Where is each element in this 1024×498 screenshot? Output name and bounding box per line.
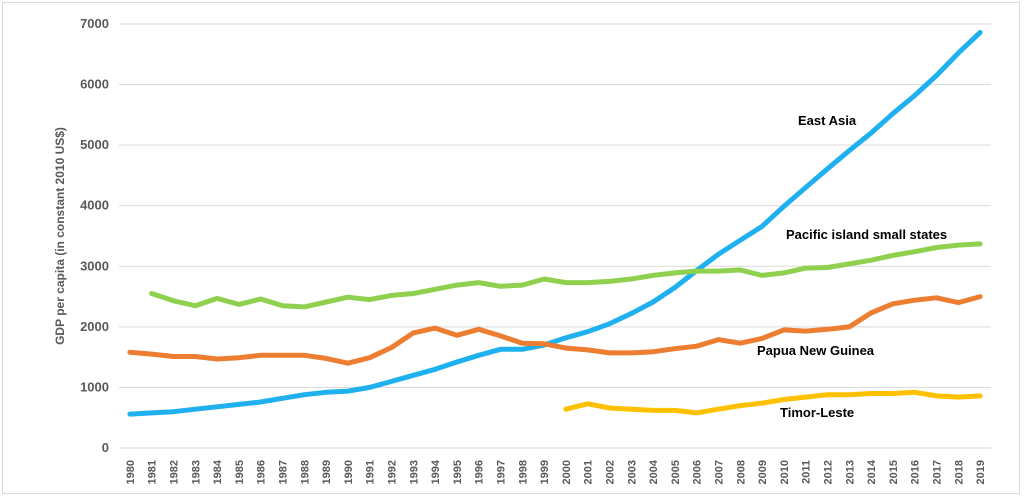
x-tick-label: 1998 [517,460,529,484]
x-tick-label: 1982 [169,460,181,484]
x-tick-label: 1990 [343,460,355,484]
x-tick-label: 1997 [496,460,508,484]
x-tick-label: 2007 [714,460,726,484]
x-tick-label: 2009 [757,460,769,484]
series-label-papua-new-guinea: Papua New Guinea [757,343,875,358]
x-tick-label: 2017 [932,460,944,484]
x-tick-label: 1994 [430,459,442,484]
y-tick-label: 2000 [80,319,109,334]
x-tick-label: 2000 [561,460,573,484]
y-axis-label: GDP per capita (in constant 2010 US$) [53,127,67,345]
x-tick-label: 2012 [823,460,835,484]
series-lines [127,30,983,417]
x-tick-label: 1991 [365,460,377,484]
x-tick-label: 2008 [735,460,747,484]
x-tick-label: 2015 [888,460,900,484]
x-tick-label: 2010 [779,460,791,484]
x-tick-label: 2019 [975,460,987,484]
x-tick-label: 1988 [299,460,311,484]
series-line-pacific-island-small-states [149,241,983,310]
y-tick-label: 4000 [80,198,109,213]
x-tick-label: 2001 [583,460,595,484]
y-axis-ticks: 0 1000 2000 3000 4000 5000 6000 7000 [80,16,109,455]
x-tick-label: 1993 [408,460,420,484]
x-tick-label: 2004 [648,459,660,484]
y-tick-label: 3000 [80,258,109,273]
x-tick-label: 2006 [692,460,704,484]
x-tick-label: 2016 [910,460,922,484]
x-tick-label: 1985 [234,460,246,484]
x-tick-label: 2002 [605,460,617,484]
x-tick-label: 1981 [147,460,159,484]
series-line-timor-leste [563,389,983,416]
x-tick-label: 2003 [626,460,638,484]
x-tick-label: 2011 [801,460,813,484]
series-label-east-asia: East Asia [798,113,857,128]
x-tick-label: 1983 [190,460,202,484]
x-tick-label: 1999 [539,460,551,484]
x-tick-label: 1987 [278,460,290,484]
series-label-pacific-island-small-states: Pacific island small states [786,227,947,242]
series-line-papua-new-guinea [127,294,983,366]
series-labels: East Asia Pacific island small states Papu… [757,113,947,420]
x-tick-label: 2014 [866,459,878,484]
y-tick-label: 6000 [80,77,109,92]
x-tick-label: 2005 [670,460,682,484]
y-tick-label: 1000 [80,379,109,394]
x-tick-label: 1996 [474,460,486,484]
y-tick-label: 0 [102,440,109,455]
x-tick-label: 2018 [953,460,965,484]
y-tick-label: 7000 [80,16,109,31]
x-tick-label: 1984 [212,459,224,484]
series-label-timor-leste: Timor-Leste [780,405,854,420]
x-tick-label: 1980 [125,460,137,484]
series-line-east-asia [127,30,983,417]
y-tick-label: 5000 [80,137,109,152]
x-tick-label: 2013 [844,460,856,484]
x-axis-ticks: 1980 1981 1982 1983 1984 1985 1986 1987 1988 1989… [125,459,987,484]
gridlines [119,23,991,449]
x-tick-label: 1995 [452,460,464,484]
x-tick-label: 1986 [256,460,268,484]
x-tick-label: 1989 [321,460,333,484]
x-tick-label: 1992 [387,460,399,484]
